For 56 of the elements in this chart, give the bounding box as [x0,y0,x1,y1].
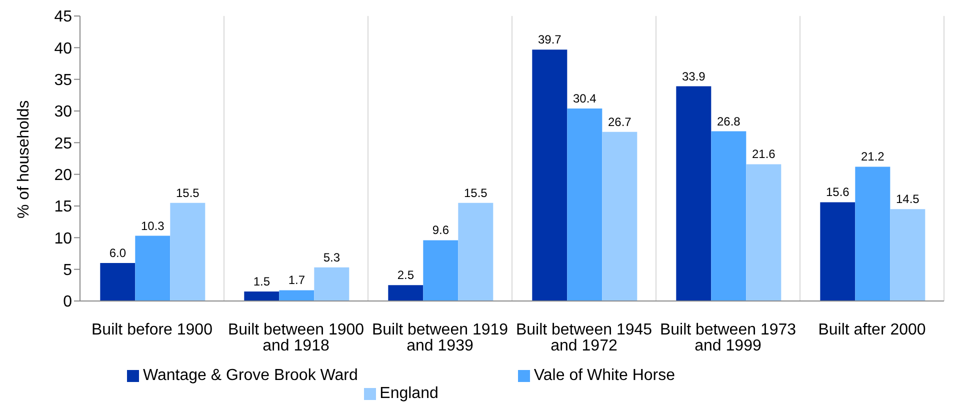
bar [820,202,856,301]
legend-label: Wantage & Grove Brook Ward [143,367,358,384]
data-label: 15.6 [826,185,850,200]
data-label: 21.6 [752,147,776,162]
x-tick-label: Built between 1900 and 1918 [228,321,364,354]
bar [890,209,926,301]
x-tick-label: Built between 1945 and 1972 [516,321,652,354]
data-label: 1.5 [253,274,270,288]
data-label: 26.8 [716,114,741,128]
data-label: 14.5 [896,192,920,206]
y-tick-label: 5 [63,262,72,280]
legend-label: Vale of White Horse [534,367,675,384]
bar [711,131,746,301]
y-tick-label: 25 [54,135,72,152]
data-label: 9.6 [432,223,450,238]
bar [855,166,890,301]
data-label: 33.9 [682,69,706,84]
bar [567,108,602,301]
y-tick-label: 10 [54,230,72,248]
data-label: 21.2 [860,150,885,164]
x-tick-label: Built after 2000 [818,321,926,338]
data-label: 6.0 [109,246,126,260]
bar [602,132,638,301]
bar [676,86,712,301]
data-label: 1.7 [288,273,306,288]
bar [135,236,170,301]
x-tick-label: Built between 1973 and 1999 [660,321,796,354]
bar [423,240,458,301]
data-label: 39.7 [538,32,562,47]
y-tick-label: 0 [63,294,72,311]
data-label: 2.5 [397,268,414,282]
data-label: 15.5 [176,186,200,200]
bar [532,50,568,301]
data-label: 30.4 [572,91,597,106]
y-tick-label: 20 [54,167,72,184]
data-label: 5.3 [323,250,340,264]
y-tick-label: 30 [54,104,72,121]
y-tick-label: 15 [54,198,72,216]
bar [244,292,280,301]
bar [279,290,314,301]
bar [100,263,136,301]
data-label: 26.7 [608,114,632,129]
bar [388,285,424,301]
y-tick-label: 45 [54,8,72,26]
x-tick-label: Built before 1900 [92,321,213,338]
y-tick-label: 40 [54,40,72,58]
data-label: 10.3 [140,218,165,233]
bar [170,202,206,301]
y-axis-title: % of households [16,100,33,218]
x-tick-label: Built between 1919 and 1939 [372,321,508,354]
bar [746,164,782,301]
data-label: 15.5 [464,186,488,200]
bar [314,267,350,301]
y-tick-label: 35 [54,72,72,90]
bar [458,202,494,301]
legend-label: England [380,385,438,402]
